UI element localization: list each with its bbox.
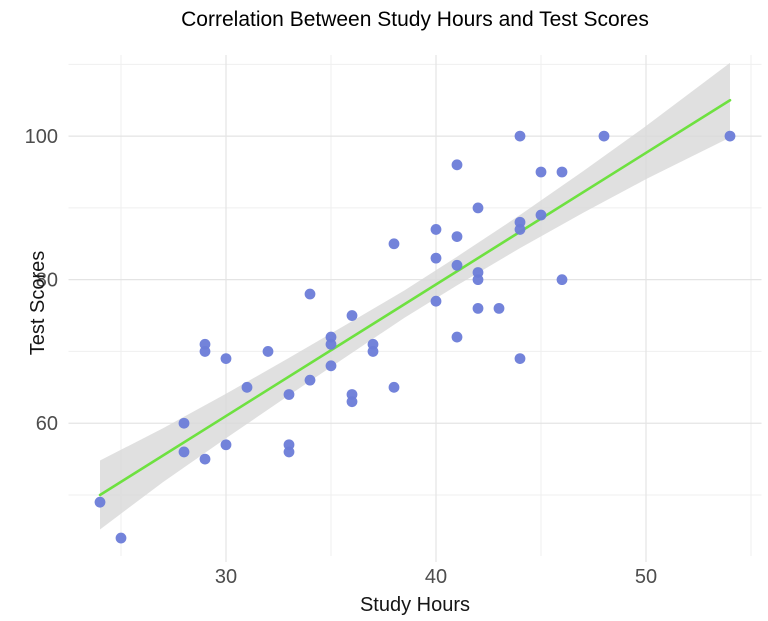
data-point: [94, 496, 106, 508]
x-tick-label: 50: [635, 566, 657, 588]
x-axis-label: Study Hours: [360, 594, 470, 616]
data-point: [430, 295, 442, 307]
x-tick-label: 30: [215, 566, 237, 588]
data-point: [178, 417, 190, 429]
data-point: [451, 159, 463, 171]
data-point: [472, 274, 484, 286]
data-point: [472, 302, 484, 314]
x-tick-label: 40: [425, 566, 447, 588]
data-point: [388, 238, 400, 250]
data-point: [388, 381, 400, 393]
data-point: [556, 274, 568, 286]
data-point: [493, 302, 505, 314]
data-point: [430, 224, 442, 235]
data-point: [220, 439, 232, 451]
data-point: [514, 130, 526, 142]
data-point: [451, 231, 463, 242]
data-point: [241, 381, 253, 393]
data-point: [178, 446, 190, 458]
data-point: [598, 130, 610, 142]
data-point: [535, 209, 547, 221]
data-point: [199, 346, 211, 357]
chart-title: Correlation Between Study Hours and Test…: [181, 8, 649, 31]
plot-panel: 30 40 50 60 80 100: [25, 55, 762, 588]
data-point: [304, 374, 316, 386]
data-point: [283, 389, 295, 400]
data-point: [283, 446, 295, 458]
data-point: [514, 353, 526, 365]
data-point: [199, 453, 211, 465]
data-point: [451, 259, 463, 271]
data-point: [115, 532, 127, 544]
y-tick-label: 60: [36, 413, 58, 435]
data-point: [556, 166, 568, 178]
data-point: [220, 353, 232, 365]
data-point: [535, 166, 547, 178]
regression-line: [98, 98, 732, 497]
data-point: [430, 252, 442, 264]
data-point: [346, 310, 358, 321]
data-point: [262, 346, 274, 357]
data-point: [514, 224, 526, 235]
y-tick-label: 100: [25, 126, 58, 148]
data-point: [367, 346, 379, 357]
y-axis-label: Test Scores: [27, 251, 49, 355]
data-point: [346, 396, 358, 408]
y-tick-label: 80: [36, 270, 58, 292]
data-point: [724, 130, 736, 142]
data-point: [325, 360, 337, 372]
data-point: [304, 288, 316, 300]
data-point: [451, 331, 463, 343]
data-point: [325, 338, 337, 350]
data-point: [472, 202, 484, 214]
